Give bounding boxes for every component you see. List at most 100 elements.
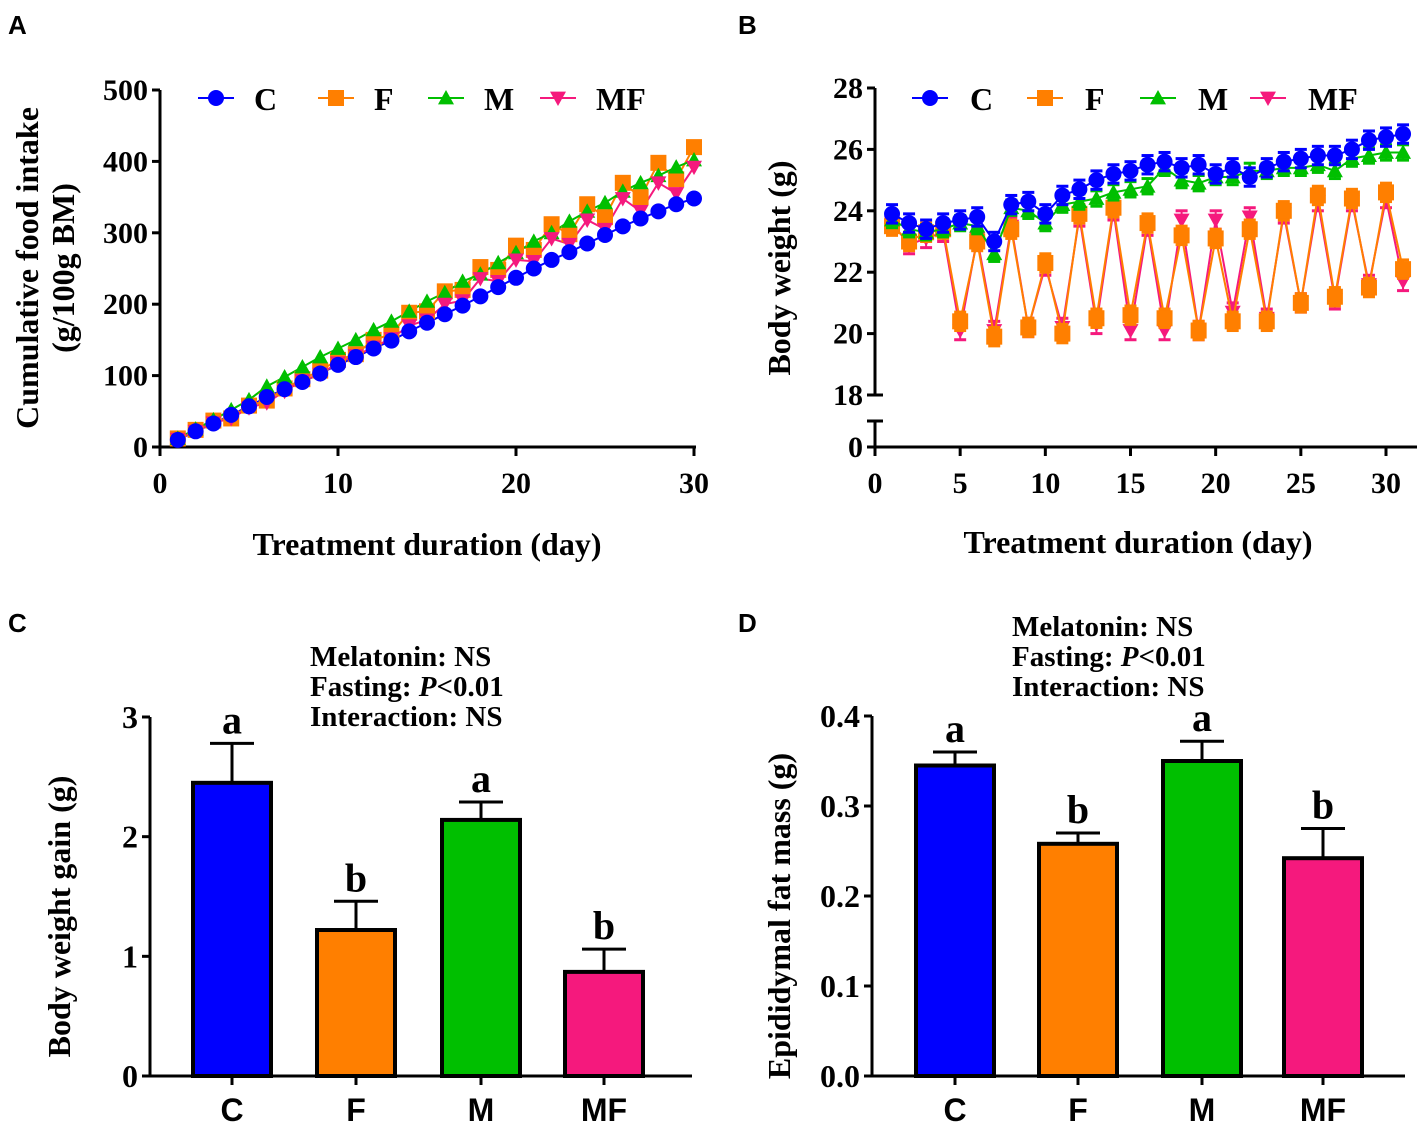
y-tick-label: 200 [103,288,148,321]
data-point-c [276,381,293,398]
data-point-c [1275,153,1292,170]
y-tick-label: 18 [833,379,863,412]
bar-c [914,763,996,1078]
data-point-mf [686,160,702,176]
data-point-m [1190,175,1207,190]
data-point-mf [1207,213,1224,229]
y-tick-label: 0 [122,1058,138,1094]
y-axis-title: Body weight (g) [761,160,797,375]
data-point-m [1071,193,1088,208]
data-point-c [365,340,382,357]
y-tick-label: 0.0 [820,1058,860,1094]
data-point-f [1378,184,1394,201]
data-point-f [1054,325,1071,342]
legend-label-mf: MF [1308,81,1358,117]
data-point-c [1224,159,1241,176]
data-point-c [969,208,986,225]
data-point-m [401,303,418,318]
data-point-m [330,340,346,355]
data-point-c [205,415,222,432]
panel-b-body-weight-chart: 18 20 22 24 26 28 00 5 10 15 20 25 30 Treatment durat… [761,72,1417,560]
x-tick-label: 30 [1371,467,1401,500]
data-point-c [258,389,275,406]
data-point-c [1258,159,1275,176]
x-tick-label-c: C [220,1092,243,1127]
data-point-f [1207,230,1224,247]
data-point-mf [1122,324,1139,339]
data-point-c [472,288,489,305]
x-axis-title: Treatment duration (day) [963,524,1312,560]
data-point-mf [668,187,685,202]
x-tick-label: 10 [323,467,353,500]
data-point-f [614,174,631,191]
data-point-m [347,331,364,347]
legend-marker-f [1037,90,1053,106]
x-tick-label: 0 [868,467,883,500]
x-tick-label-f: F [1068,1092,1088,1127]
data-point-f [543,216,560,233]
data-point-c [579,235,596,252]
significance-letter: b [1067,787,1089,832]
data-point-m [294,359,311,374]
data-point-mf [472,272,489,287]
y-tick-label: 20 [833,318,863,351]
y-tick-label: 0.3 [820,788,860,824]
data-point-m [1326,162,1343,178]
data-point-m [1105,184,1122,199]
x-tick-label-mf: MF [581,1092,627,1127]
data-point-c [383,332,400,349]
data-point-m [1139,178,1156,193]
data-point-f [650,154,667,171]
bar-m [440,817,522,1078]
x-tick-label: 5 [953,467,968,500]
data-point-mf [1241,210,1258,225]
data-point-f [1173,227,1190,244]
stat-interaction: Interaction: NS [310,701,503,733]
y-tick-label: 0.2 [820,878,860,914]
data-point-f [986,328,1003,345]
data-point-c [1037,205,1054,222]
x-tick-label: 10 [1030,467,1060,500]
significance-letter: a [945,706,965,751]
data-point-m [312,349,329,364]
data-point-f [597,209,613,226]
data-point-c [312,365,329,382]
y-tick-label: 400 [103,145,148,178]
data-point-c [597,226,613,243]
data-point-f [969,233,986,250]
data-point-c [543,251,560,268]
data-point-c [454,297,471,314]
data-point-c [901,215,918,232]
data-point-f [1360,279,1377,296]
data-point-c [1071,181,1088,198]
panel-label-a: A [8,10,27,40]
data-point-c [952,212,969,229]
y-tick-label: 0 [848,431,863,464]
data-point-f [1224,313,1241,330]
data-point-c [1326,147,1343,164]
x-tick-label-m: M [1189,1092,1216,1127]
data-point-m [1088,190,1105,205]
data-point-mf [436,297,453,313]
bar-m [1161,759,1243,1078]
bar-mf [1282,856,1364,1079]
data-point-c [436,306,453,323]
data-point-m [632,174,649,190]
data-point-c [668,196,685,213]
data-point-f [1395,261,1412,278]
y-tick-label: 28 [833,72,863,105]
data-point-f [632,189,649,206]
data-point-mf [508,253,524,268]
x-tick-label-f: F [346,1092,366,1127]
y-tick-label: 3 [122,699,138,735]
significance-letter: b [1312,783,1334,828]
series-line-m [177,159,695,440]
data-point-mf [650,176,667,191]
x-tick-label-mf: MF [1300,1092,1346,1127]
data-point-c [490,279,507,296]
data-point-c [347,349,364,366]
data-point-c [1105,165,1122,182]
x-tick-label: 15 [1116,467,1146,500]
y-tick-label: 0.1 [820,968,860,1004]
data-point-f [1122,307,1139,324]
